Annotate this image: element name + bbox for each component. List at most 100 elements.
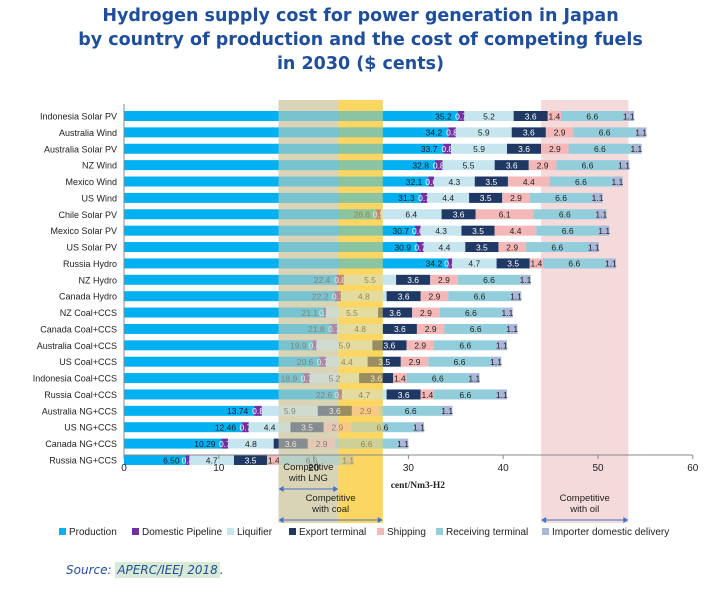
data-label-australia-wind-domestic-pipeline: 0.8	[446, 128, 458, 138]
bar-us-solar-pv-shipping	[498, 242, 526, 253]
bar-indonesia-solar-pv-export-terminal	[513, 111, 548, 121]
bar-australia-solar-pv-export-terminal	[506, 143, 542, 154]
data-label-australia-ng-ccs-domestic-pipeline: 0.8	[252, 406, 264, 416]
bar-mexico-wind-shipping	[507, 176, 550, 187]
bar-nz-hydro-shipping	[430, 274, 458, 285]
bar-mexico-wind-receiving-terminal	[549, 176, 613, 187]
data-label-us-solar-pv-shipping: 2.9	[506, 242, 518, 252]
chart-title-line-3: in 2030 ($ cents)	[276, 54, 445, 74]
legend-swatch-importer-domestic-delivery	[542, 528, 549, 535]
data-label-canada-coal-ccs-receiving-terminal: 6.6	[470, 324, 482, 334]
data-label-us-ng-ccs-liquifier: 4.4	[264, 423, 276, 433]
legend-swatch-export-terminal	[289, 528, 296, 535]
legend-swatch-domestic-pipeline	[132, 528, 139, 535]
band-overlay-lng	[278, 100, 339, 523]
bar-mexico-wind-export-terminal	[474, 176, 508, 187]
bar-indonesia-solar-pv-shipping	[547, 111, 562, 121]
data-label-russia-coal-ccs-shipping: 1.4	[421, 390, 433, 400]
band-label-lng-line-1: Competitive	[283, 462, 333, 473]
bar-nz-wind-domestic-pipeline	[434, 160, 443, 171]
bar-russia-ng-ccs-production	[124, 454, 186, 465]
legend-label-receiving-terminal: Receiving terminal	[446, 527, 528, 538]
data-label-australia-ng-ccs-receiving-terminal: 6.6	[405, 406, 417, 416]
data-label-australia-solar-pv-domestic-pipeline: 0.8	[441, 144, 453, 154]
bar-us-ng-ccs-importer-domestic-delivery	[413, 422, 425, 433]
chart-title-line-2: by country of production and the cost of…	[78, 30, 643, 50]
data-label-indonesia-solar-pv-importer-domestic-delivery: 1.1	[623, 111, 635, 121]
bar-nz-coal-ccs-importer-domestic-delivery	[502, 307, 513, 318]
data-label-russia-ng-ccs-production: 6.50	[163, 455, 180, 465]
bar-mexico-wind-domestic-pipeline	[428, 176, 434, 187]
bar-canada-hydro-export-terminal	[386, 291, 421, 302]
bar-mexico-solar-pv-receiving-terminal	[536, 225, 599, 236]
bar-australia-solar-pv-shipping	[541, 143, 569, 154]
legend-label-production: Production	[69, 527, 117, 538]
bar-nz-wind-importer-domestic-delivery	[618, 160, 630, 171]
category-label-chile-solar-pv: Chile Solar PV	[58, 210, 117, 220]
data-label-indonesia-solar-pv-domestic-pipeline: 0.7	[455, 111, 467, 121]
bar-canada-coal-ccs-shipping	[416, 323, 445, 334]
band-arrow-lng-left-head	[278, 486, 284, 492]
data-label-nz-coal-ccs-receiving-terminal: 6.6	[465, 308, 477, 318]
band-label-oil-line-2: with oil	[569, 504, 599, 515]
data-label-australia-wind-export-terminal: 3.6	[523, 128, 535, 138]
data-label-australia-wind-liquifier: 5.9	[478, 128, 490, 138]
bar-mexico-solar-pv-liquifier	[420, 225, 462, 236]
category-label-us-coal-ccs: US Coal+CCS	[59, 357, 117, 367]
bar-australia-wind-importer-domestic-delivery	[635, 127, 647, 138]
data-label-mexico-solar-pv-shipping: 4.4	[510, 226, 522, 236]
bar-australia-coal-ccs-export-terminal	[372, 340, 407, 351]
category-label-mexico-solar-pv: Mexico Solar PV	[50, 226, 117, 236]
data-label-nz-coal-ccs-export-terminal: 3.6	[389, 308, 401, 318]
bar-chile-solar-pv-receiving-terminal	[533, 209, 597, 220]
bar-nz-wind-liquifier	[442, 160, 495, 171]
bar-nz-hydro-importer-domestic-delivery	[520, 274, 531, 285]
chart-title-line-1: Hydrogen supply cost for power generatio…	[102, 6, 619, 26]
data-label-us-coal-ccs-receiving-terminal: 6.6	[454, 357, 466, 367]
bar-us-solar-pv-importer-domestic-delivery	[588, 242, 599, 253]
band-label-coal-line-1: Competitive	[306, 493, 356, 504]
bar-russia-ng-ccs-domestic-pipeline	[185, 454, 190, 465]
category-label-canada-ng-ccs: Canada NG+CCS	[45, 439, 117, 449]
band-overlay-coal	[338, 100, 383, 523]
band-arrow-oil-left-head	[541, 517, 547, 523]
data-label-canada-hydro-receiving-terminal: 6.6	[474, 291, 486, 301]
bar-russia-hydro-importer-domestic-delivery	[605, 258, 617, 269]
x-tick-label-30: 30	[403, 463, 415, 474]
data-label-australia-solar-pv-importer-domestic-delivery: 1.1	[630, 144, 642, 154]
category-label-russia-hydro: Russia Hydro	[63, 259, 117, 269]
data-label-russia-ng-ccs-liquifier: 4.7	[206, 455, 218, 465]
data-label-nz-hydro-importer-domestic-delivery: 1.1	[520, 275, 532, 285]
category-label-australia-coal-ccs: Australia Coal+CCS	[37, 341, 117, 351]
band-label-oil-line-1: Competitive	[560, 493, 610, 504]
bar-australia-solar-pv-domestic-pipeline	[443, 143, 452, 154]
data-label-russia-coal-ccs-export-terminal: 3.6	[398, 390, 410, 400]
data-label-russia-hydro-receiving-terminal: 6.6	[568, 259, 580, 269]
data-label-us-wind-importer-domestic-delivery: 1.1	[592, 193, 604, 203]
bar-us-ng-ccs-domestic-pipeline	[242, 422, 249, 433]
bar-mexico-solar-pv-shipping	[494, 225, 537, 236]
data-label-us-wind-shipping: 2.9	[510, 193, 522, 203]
band-label-coal-line-2: with coal	[311, 504, 349, 515]
data-label-russia-ng-ccs-shipping: 1.4	[268, 455, 280, 465]
bar-mexico-wind-importer-domestic-delivery	[612, 176, 623, 187]
data-label-nz-coal-ccs-shipping: 2.9	[420, 308, 432, 318]
bar-australia-ng-ccs-domestic-pipeline	[254, 405, 262, 416]
x-axis-title: cent/Nm3-H2	[391, 481, 446, 491]
data-label-us-solar-pv-receiving-terminal: 6.6	[551, 242, 563, 252]
bar-russia-hydro-export-terminal	[496, 258, 530, 269]
data-label-us-coal-ccs-importer-domestic-delivery: 1.1	[490, 357, 502, 367]
band-arrow-oil-right-head	[623, 517, 629, 523]
bar-indonesia-solar-pv-liquifier	[464, 111, 514, 121]
legend-label-importer-domestic-delivery: Importer domestic delivery	[552, 527, 669, 538]
bar-chile-solar-pv-liquifier	[380, 209, 442, 220]
bar-canada-ng-ccs-production	[124, 438, 222, 449]
data-label-us-solar-pv-liquifier: 4.4	[439, 242, 451, 252]
bar-mexico-solar-pv-export-terminal	[461, 225, 495, 236]
bar-canada-coal-ccs-receiving-terminal	[444, 323, 507, 334]
category-label-australia-ng-ccs: Australia NG+CCS	[42, 406, 117, 416]
data-label-mexico-wind-liquifier: 4.3	[448, 177, 460, 187]
bar-australia-solar-pv-liquifier	[451, 143, 507, 154]
bar-chile-solar-pv-shipping	[475, 209, 534, 220]
bar-chile-solar-pv-export-terminal	[441, 209, 476, 220]
